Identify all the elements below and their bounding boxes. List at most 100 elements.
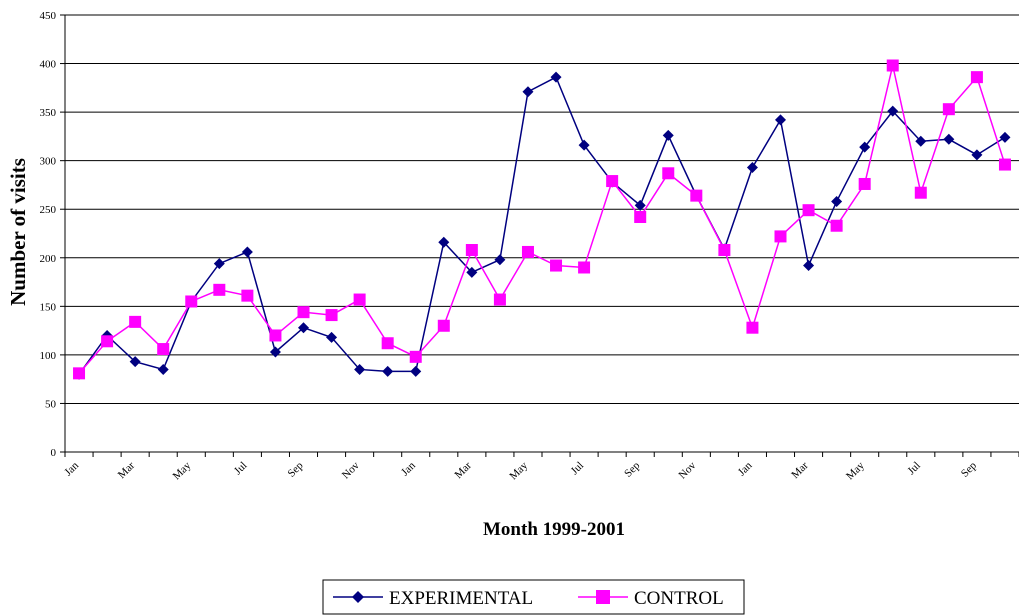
series-line bbox=[78, 65, 1006, 374]
legend-label: CONTROL bbox=[634, 588, 724, 609]
data-point bbox=[971, 149, 983, 161]
x-tick-label: Jan bbox=[62, 459, 81, 478]
data-point bbox=[325, 309, 338, 322]
data-point bbox=[718, 244, 731, 257]
data-point bbox=[831, 195, 843, 207]
y-tick-label: 50 bbox=[45, 398, 57, 410]
data-point bbox=[241, 246, 253, 258]
data-point bbox=[157, 363, 169, 375]
x-tick-label: Mar bbox=[116, 459, 138, 481]
data-point bbox=[493, 293, 506, 306]
x-tick-label: Jan bbox=[399, 459, 418, 478]
y-tick-label: 100 bbox=[40, 350, 57, 362]
data-point bbox=[410, 365, 422, 377]
data-point bbox=[915, 135, 927, 147]
data-point bbox=[746, 161, 758, 173]
data-point bbox=[999, 131, 1011, 143]
data-point bbox=[775, 114, 786, 126]
data-point bbox=[830, 219, 843, 232]
data-point bbox=[381, 337, 394, 350]
data-point bbox=[382, 365, 394, 377]
data-point bbox=[521, 245, 534, 258]
data-point bbox=[269, 329, 282, 342]
y-tick-label: 0 bbox=[51, 447, 57, 459]
legend-marker bbox=[596, 590, 610, 604]
data-point bbox=[859, 141, 871, 153]
series bbox=[73, 59, 1011, 380]
x-tick-label: Nov bbox=[677, 459, 699, 481]
legend-label: EXPERIMENTAL bbox=[389, 588, 533, 609]
x-tick-label: Nov bbox=[340, 459, 362, 481]
data-point bbox=[353, 293, 366, 306]
series-experimental bbox=[73, 71, 1011, 380]
legend-item-experimental: EXPERIMENTAL bbox=[333, 588, 533, 609]
x-tick-label: Sep bbox=[959, 459, 980, 480]
data-point bbox=[858, 177, 871, 190]
data-point bbox=[942, 103, 955, 116]
data-point bbox=[409, 350, 422, 363]
grid bbox=[65, 14, 1019, 404]
x-tick-label: Jan bbox=[736, 459, 755, 478]
data-point bbox=[241, 289, 254, 302]
data-point bbox=[634, 210, 647, 223]
series-line bbox=[78, 76, 1006, 375]
data-point bbox=[550, 259, 563, 272]
data-point bbox=[465, 244, 478, 257]
data-point bbox=[943, 133, 955, 145]
data-point bbox=[746, 321, 759, 334]
x-tick-label: May bbox=[844, 459, 867, 482]
y-tick-label: 350 bbox=[40, 107, 57, 119]
y-axis-title: Number of visits bbox=[6, 158, 30, 306]
data-point bbox=[662, 167, 675, 180]
y-tick-label: 200 bbox=[40, 253, 57, 265]
y-tick-label: 450 bbox=[40, 10, 57, 22]
data-point bbox=[998, 158, 1011, 171]
data-point bbox=[914, 186, 927, 199]
data-point bbox=[354, 363, 366, 375]
legend-marker bbox=[352, 591, 364, 603]
series-control bbox=[73, 59, 1011, 380]
data-point bbox=[887, 105, 899, 117]
x-tick-label: Jul bbox=[905, 460, 923, 478]
data-point bbox=[522, 86, 534, 98]
data-point bbox=[213, 283, 226, 296]
data-point bbox=[185, 295, 198, 308]
x-tick-label: Mar bbox=[789, 459, 811, 481]
data-point bbox=[886, 59, 899, 72]
data-point bbox=[437, 319, 450, 332]
data-point bbox=[578, 139, 590, 151]
data-point bbox=[326, 331, 338, 343]
x-tick-label: Jul bbox=[569, 460, 587, 478]
x-axis-title: Month 1999-2001 bbox=[483, 519, 625, 540]
data-point bbox=[606, 175, 619, 188]
legend: EXPERIMENTAL CONTROL bbox=[322, 579, 745, 615]
x-tick-label: May bbox=[171, 459, 194, 482]
data-point bbox=[634, 199, 646, 211]
data-point bbox=[297, 306, 310, 319]
data-point bbox=[269, 346, 281, 358]
data-point bbox=[73, 367, 86, 380]
x-tick-label: Sep bbox=[285, 459, 306, 480]
data-point bbox=[970, 71, 983, 84]
data-point bbox=[129, 356, 141, 368]
data-point bbox=[466, 266, 478, 278]
x-tick-label: Mar bbox=[453, 459, 475, 481]
data-point bbox=[550, 71, 562, 83]
data-point bbox=[438, 236, 450, 248]
y-tick-label: 150 bbox=[40, 301, 57, 313]
x-tick-label: Sep bbox=[622, 459, 643, 480]
data-point bbox=[802, 204, 815, 217]
data-point bbox=[298, 322, 309, 334]
data-point bbox=[129, 315, 142, 328]
legend-box bbox=[322, 579, 745, 615]
data-point bbox=[578, 261, 591, 274]
data-point bbox=[662, 129, 674, 141]
x-tick-label: Jul bbox=[232, 460, 250, 478]
legend-item-control: CONTROL bbox=[578, 588, 724, 609]
axes: 0 50 100 150 200 250 300 350 400 450 Jan Mar May Jul S… bbox=[40, 10, 1019, 482]
y-tick-label: 250 bbox=[40, 204, 57, 216]
data-point bbox=[774, 230, 787, 243]
data-point bbox=[803, 260, 815, 272]
